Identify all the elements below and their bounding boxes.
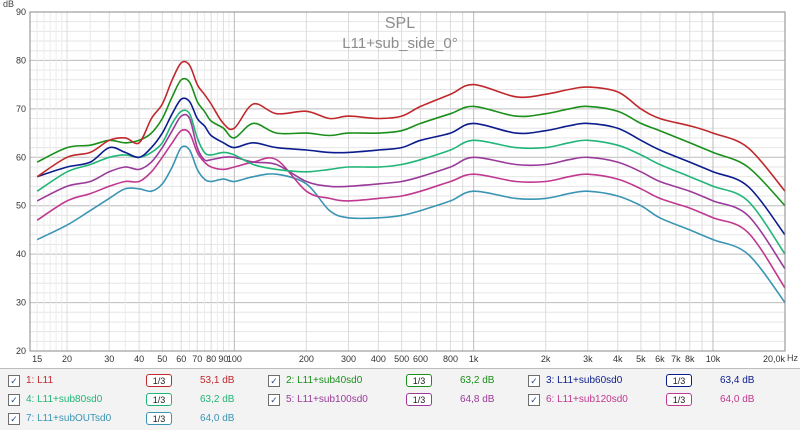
smoothing-button[interactable]: 1/3 [406,374,432,387]
x-tick-label: 200 [299,354,314,364]
legend-checkbox[interactable]: ✓ [268,375,280,387]
legend-checkbox[interactable]: ✓ [8,413,20,425]
legend-level: 63,2 dB [460,375,495,386]
legend-level: 53,1 dB [200,375,235,386]
x-tick-label: 4k [613,354,623,364]
legend-item: ✓ 4: L11+sub80sd0 1/3 63,2 dB [8,392,258,408]
x-tick-label: 6k [655,354,665,364]
legend: ✓ 1: L11 1/3 53,1 dB ✓ 2: L11+sub40sd0 1/3 63,2… [0,368,800,430]
x-tick-label: 70 [192,354,202,364]
plot-background [0,0,800,368]
legend-label: 2: L11+sub40sd0 [286,375,363,386]
smoothing-button[interactable]: 1/3 [406,393,432,406]
grid [30,12,785,351]
x-tick-label: 600 [413,354,428,364]
legend-item: ✓ 3: L11+sub60sd0 1/3 63,4 dB [528,373,778,389]
series-line-2 [36,77,786,207]
series-line-4 [36,109,786,255]
x-tick-label: 20,0k [763,354,786,364]
x-tick-label: 15 [32,354,42,364]
chart-subtitle: L11+sub_side_0° [342,35,457,52]
x-tick-label: 2k [541,354,551,364]
legend-label: 3: L11+sub60sd0 [546,375,623,386]
legend-label: 5: L11+sub100sd0 [286,394,368,405]
x-tick-label: 1k [469,354,479,364]
x-tick-label: 800 [443,354,458,364]
series-lines [36,60,786,304]
series-line-1 [36,60,786,192]
x-tick-label: 60 [176,354,186,364]
legend-item: ✓ 6: L11+sub120sd0 1/3 64,0 dB [528,392,778,408]
smoothing-button[interactable]: 1/3 [146,374,172,387]
x-axis-label: Hz [787,353,798,363]
y-tick-label: 70 [16,104,26,114]
x-tick-label: 3k [583,354,593,364]
y-tick-labels: 20 30 40 50 60 70 80 90 [16,7,26,356]
x-tick-label: 30 [104,354,114,364]
legend-level: 64,0 dB [200,413,235,424]
legend-level: 64,8 dB [460,394,495,405]
smoothing-button[interactable]: 1/3 [146,393,172,406]
x-tick-label: 400 [371,354,386,364]
x-tick-label: 80 [206,354,216,364]
legend-checkbox[interactable]: ✓ [8,394,20,406]
x-tick-label: 100 [227,354,242,364]
series-line-6 [36,128,786,289]
y-tick-label: 20 [16,346,26,356]
y-tick-label: 50 [16,201,26,211]
x-tick-label: 500 [394,354,409,364]
x-tick-label: 7k [671,354,681,364]
smoothing-button[interactable]: 1/3 [146,412,172,425]
legend-level: 63,2 dB [200,394,235,405]
plot-frame [29,11,786,352]
smoothing-button[interactable]: 1/3 [666,374,692,387]
series-line-7 [36,145,786,304]
legend-item: ✓ 1: L11 1/3 53,1 dB [8,373,258,389]
x-tick-label: 50 [157,354,167,364]
chart-title: SPL [385,15,415,32]
legend-checkbox[interactable]: ✓ [8,375,20,387]
smoothing-button[interactable]: 1/3 [666,393,692,406]
x-tick-label: 5k [636,354,646,364]
legend-label: 6: L11+sub120sd0 [546,394,628,405]
legend-item: ✓ 2: L11+sub40sd0 1/3 63,2 dB [268,373,518,389]
legend-level: 63,4 dB [720,375,755,386]
legend-label: 7: L11+subOUTsd0 [26,413,112,424]
y-tick-label: 40 [16,249,26,259]
x-tick-label: 20 [62,354,72,364]
x-tick-label: 40 [134,354,144,364]
legend-checkbox[interactable]: ✓ [528,394,540,406]
y-tick-label: 90 [16,7,26,17]
x-tick-label: 10k [706,354,721,364]
series-line-5 [36,113,786,270]
legend-item: ✓ 7: L11+subOUTsd0 1/3 64,0 dB [8,411,258,427]
x-tick-label: 8k [685,354,695,364]
legend-level: 64,0 dB [720,394,755,405]
series-line-3 [36,97,786,236]
legend-item: ✓ 5: L11+sub100sd0 1/3 64,8 dB [268,392,518,408]
y-tick-label: 30 [16,298,26,308]
legend-checkbox[interactable]: ✓ [268,394,280,406]
y-tick-label: 60 [16,152,26,162]
legend-label: 4: L11+sub80sd0 [26,394,103,405]
y-tick-label: 80 [16,55,26,65]
x-tick-label: 90 [218,354,228,364]
y-axis-label: dB [3,0,14,9]
x-tick-label: 300 [341,354,356,364]
legend-checkbox[interactable]: ✓ [528,375,540,387]
legend-label: 1: L11 [26,375,54,386]
